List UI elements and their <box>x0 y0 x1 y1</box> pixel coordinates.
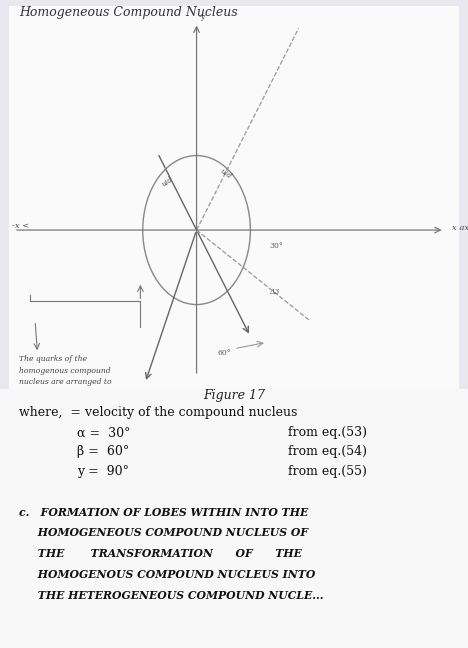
Bar <box>9 6 459 392</box>
Text: from eq.(54): from eq.(54) <box>288 445 367 458</box>
Text: Homogeneous Compound Nucleus: Homogeneous Compound Nucleus <box>19 6 237 19</box>
Text: -y: -y <box>199 13 206 21</box>
Text: HOMOGENOUS COMPOUND NUCLEUS INTO: HOMOGENOUS COMPOUND NUCLEUS INTO <box>19 569 315 580</box>
Text: x axis: x axis <box>452 224 468 232</box>
Text: uid: uid <box>219 167 233 181</box>
Text: Figure 17: Figure 17 <box>203 389 265 402</box>
Text: The quarks of the
homogenous compound
nucleus are arranged to: The quarks of the homogenous compound nu… <box>19 355 111 386</box>
Text: from eq.(53): from eq.(53) <box>288 426 367 439</box>
Text: Δ3: Δ3 <box>269 288 279 295</box>
Text: c.   FORMATION OF LOBES WITHIN INTO THE: c. FORMATION OF LOBES WITHIN INTO THE <box>19 507 308 518</box>
Text: 60°: 60° <box>218 349 231 357</box>
Text: α =  30°: α = 30° <box>77 426 131 439</box>
Text: y =  90°: y = 90° <box>77 465 129 478</box>
Text: uid: uid <box>161 176 175 189</box>
Text: from eq.(55): from eq.(55) <box>288 465 367 478</box>
Text: 30°: 30° <box>269 242 283 250</box>
Text: -x <: -x < <box>12 222 29 230</box>
Text: THE       TRANSFORMATION      OF      THE: THE TRANSFORMATION OF THE <box>19 548 301 559</box>
Text: where,  = velocity of the compound nucleus: where, = velocity of the compound nucleu… <box>19 406 297 419</box>
Text: HOMOGENEOUS COMPOUND NUCLEUS OF: HOMOGENEOUS COMPOUND NUCLEUS OF <box>19 527 308 538</box>
Text: THE HETEROGENEOUS COMPOUND NUCLE...: THE HETEROGENEOUS COMPOUND NUCLE... <box>19 590 323 601</box>
Text: β =  60°: β = 60° <box>77 445 130 458</box>
Bar <box>0 389 468 648</box>
